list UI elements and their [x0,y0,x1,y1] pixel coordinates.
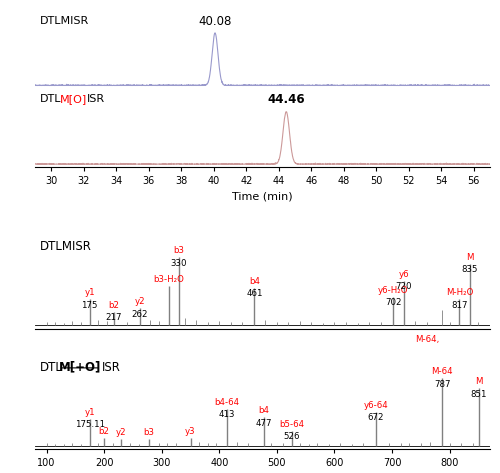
Text: M: M [476,377,483,386]
Text: y6: y6 [398,270,409,279]
Text: y3: y3 [185,427,196,436]
Text: 175.11: 175.11 [74,420,105,429]
Text: M[+O]: M[+O] [58,360,101,374]
Text: 175: 175 [82,301,98,310]
Text: b3: b3 [144,428,154,437]
Text: 835: 835 [462,265,478,274]
Text: 672: 672 [368,413,384,422]
Text: y2: y2 [116,428,126,437]
Text: 817: 817 [451,301,468,310]
Text: b2: b2 [98,427,110,436]
Text: DTLMISR: DTLMISR [40,16,89,26]
Text: M-64: M-64 [432,367,453,376]
Text: 413: 413 [218,410,235,419]
Text: 262: 262 [132,309,148,318]
Text: 720: 720 [396,282,412,291]
Text: 526: 526 [284,432,300,441]
Text: M-H₂O: M-H₂O [446,289,473,298]
Text: M[O]: M[O] [60,95,88,105]
Text: ISR: ISR [102,360,121,374]
Text: b4: b4 [249,277,260,286]
Text: b2: b2 [108,300,120,309]
Text: y2: y2 [134,297,145,306]
Text: b3: b3 [174,246,184,255]
Text: b5-64: b5-64 [280,420,304,429]
Text: b4-64: b4-64 [214,398,240,407]
Text: ISR: ISR [88,95,106,105]
Text: DTLMISR: DTLMISR [40,240,92,253]
Text: 477: 477 [256,419,272,428]
Text: 851: 851 [471,390,488,399]
Text: M-64,: M-64, [415,334,440,343]
Text: 702: 702 [385,298,402,307]
Text: DTL: DTL [40,95,61,105]
Text: 787: 787 [434,379,450,388]
Text: b3-H₂O: b3-H₂O [153,275,184,284]
Text: 330: 330 [170,259,187,268]
Text: 44.46: 44.46 [268,94,305,106]
Text: 461: 461 [246,289,262,298]
Text: 40.08: 40.08 [198,15,232,28]
X-axis label: Time (min): Time (min) [232,192,293,201]
Text: b4: b4 [258,406,269,415]
Text: y1: y1 [84,408,95,417]
Text: 217: 217 [106,313,122,322]
Text: DTL: DTL [40,360,62,374]
Text: M: M [466,253,473,262]
Text: y6-H₂O: y6-H₂O [378,286,408,295]
Text: y1: y1 [84,289,95,298]
Text: y6-64: y6-64 [364,401,388,410]
